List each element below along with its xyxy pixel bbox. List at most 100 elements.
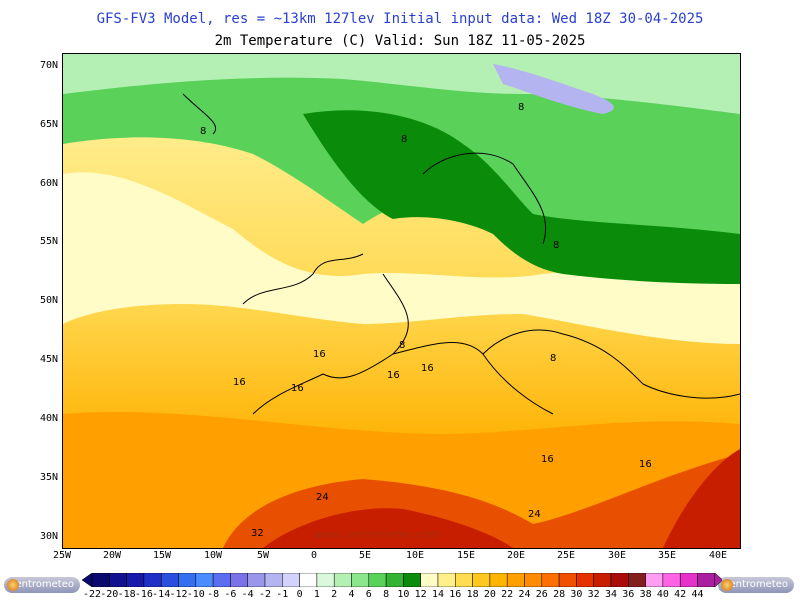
legend-label: 22 — [501, 589, 514, 600]
legend-label: 36 — [622, 589, 635, 600]
lon-label: 20E — [506, 550, 526, 561]
centrometeo-logo-left[interactable]: centrometeo — [4, 577, 80, 593]
legend-label: 44 — [691, 589, 704, 600]
colorbar-swatch — [524, 573, 543, 587]
colorbar-swatch — [541, 573, 560, 587]
legend-label: 26 — [535, 589, 548, 600]
lon-label: 15W — [152, 550, 172, 561]
lon-label: 10W — [203, 550, 223, 561]
colorbar-swatch — [489, 573, 508, 587]
legend-label: 24 — [518, 589, 531, 600]
colorbar-swatch — [316, 573, 335, 587]
lat-label: 70N — [39, 60, 58, 71]
contour-label: 8 — [518, 102, 524, 113]
lon-label: 25W — [52, 550, 72, 561]
lon-label: 35E — [657, 550, 677, 561]
lat-label: 35N — [39, 472, 58, 483]
lon-label: 30E — [607, 550, 627, 561]
colorbar-swatch — [212, 573, 231, 587]
lon-label: 25E — [556, 550, 576, 561]
colorbar-swatch — [576, 573, 594, 587]
very-hot-zone-east — [663, 449, 740, 548]
light-green-zone — [63, 54, 740, 114]
legend-label: -8 — [207, 589, 220, 600]
legend-label: 20 — [483, 589, 496, 600]
colorbar-swatch — [679, 573, 698, 587]
contour-label: 8 — [399, 340, 405, 351]
legend-label: 34 — [604, 589, 618, 600]
colorbar-swatch — [195, 573, 214, 587]
colorbar-swatch — [455, 573, 473, 587]
colorbar-swatch — [126, 573, 145, 587]
lon-label: 40E — [708, 550, 728, 561]
colorbar-swatch — [178, 573, 197, 587]
contour-label: 8 — [401, 134, 407, 145]
legend-label: 40 — [656, 589, 669, 600]
lat-label: 40N — [39, 413, 58, 424]
legend-label: -10 — [186, 589, 205, 600]
colorbar-swatch — [351, 573, 370, 587]
legend-label: 38 — [639, 589, 652, 600]
very-hot-zone — [263, 508, 513, 548]
centrometeo-logo-right[interactable]: centrometeo — [718, 577, 794, 593]
colorbar-swatch — [91, 573, 110, 587]
contour-label: 16 — [291, 383, 304, 394]
contour-label: 24 — [528, 509, 541, 520]
contour-label: 32 — [251, 528, 264, 539]
colorbar-swatch — [143, 573, 162, 587]
colorbar-swatch — [697, 573, 716, 587]
legend-label: 6 — [365, 589, 372, 600]
lon-label: 20W — [102, 550, 122, 561]
colorbar-swatch — [333, 573, 352, 587]
colorbar-swatch — [645, 573, 664, 587]
legend-label: 30 — [570, 589, 583, 600]
cool-zone-atlantic — [63, 172, 740, 344]
legend-label: -12 — [169, 589, 188, 600]
colorbar-arrow-right — [714, 573, 722, 587]
colorbar-swatch — [247, 573, 266, 587]
legend-label: -4 — [241, 589, 254, 600]
legend-label: -2 — [258, 589, 272, 600]
cold-zone-scandinavia — [493, 64, 614, 114]
temperature-map: 8 8 8 8 8 8 16 16 16 16 16 16 16 24 24 3… — [62, 53, 741, 549]
legend-label: -1 — [276, 589, 289, 600]
colorbar-arrow-left — [82, 573, 93, 587]
colorbar-swatch — [282, 573, 300, 587]
colorbar-swatch — [506, 573, 525, 587]
colorbar-swatch — [160, 573, 179, 587]
legend-label: 4 — [348, 589, 355, 600]
contour-label: 16 — [233, 377, 246, 388]
watermark: www.centrometeo.com — [313, 528, 440, 541]
colorbar-swatch — [593, 573, 612, 587]
lat-label: 55N — [39, 236, 58, 247]
legend-label: -16 — [134, 589, 153, 600]
colorbar-swatch — [368, 573, 387, 587]
lon-label: 5E — [358, 550, 372, 561]
logo-icon — [721, 579, 733, 591]
legend-label: 42 — [674, 589, 687, 600]
colorbar-swatch — [264, 573, 283, 587]
legend-label: -22 — [82, 589, 102, 600]
colorbar-swatch — [662, 573, 681, 587]
colorbar-swatch — [437, 573, 456, 587]
legend-label: -18 — [117, 589, 136, 600]
chart-title: GFS-FV3 Model, res = ~13km 127lev Initia… — [96, 11, 704, 27]
legend-label: -14 — [152, 589, 171, 600]
legend-label: -6 — [224, 589, 237, 600]
contour-label: 8 — [550, 353, 556, 364]
coastline — [182, 93, 740, 415]
chart-subtitle: 2m Temperature (C) Valid: Sun 18Z 11-05-… — [214, 33, 586, 49]
lon-label: 0 — [310, 550, 318, 561]
lat-label: 30N — [39, 531, 58, 542]
colorbar-swatch — [403, 573, 421, 587]
colorbar-swatch — [610, 573, 629, 587]
colorbar-swatch — [299, 573, 318, 587]
logo-text: centrometeo — [9, 579, 74, 590]
contour-label: 16 — [421, 363, 434, 374]
legend-label: 28 — [553, 589, 566, 600]
legend-label: 0 — [296, 589, 303, 600]
colorbar — [82, 573, 722, 587]
lat-label: 45N — [39, 354, 58, 365]
colorbar-swatch — [628, 573, 646, 587]
legend-label: 14 — [431, 589, 445, 600]
